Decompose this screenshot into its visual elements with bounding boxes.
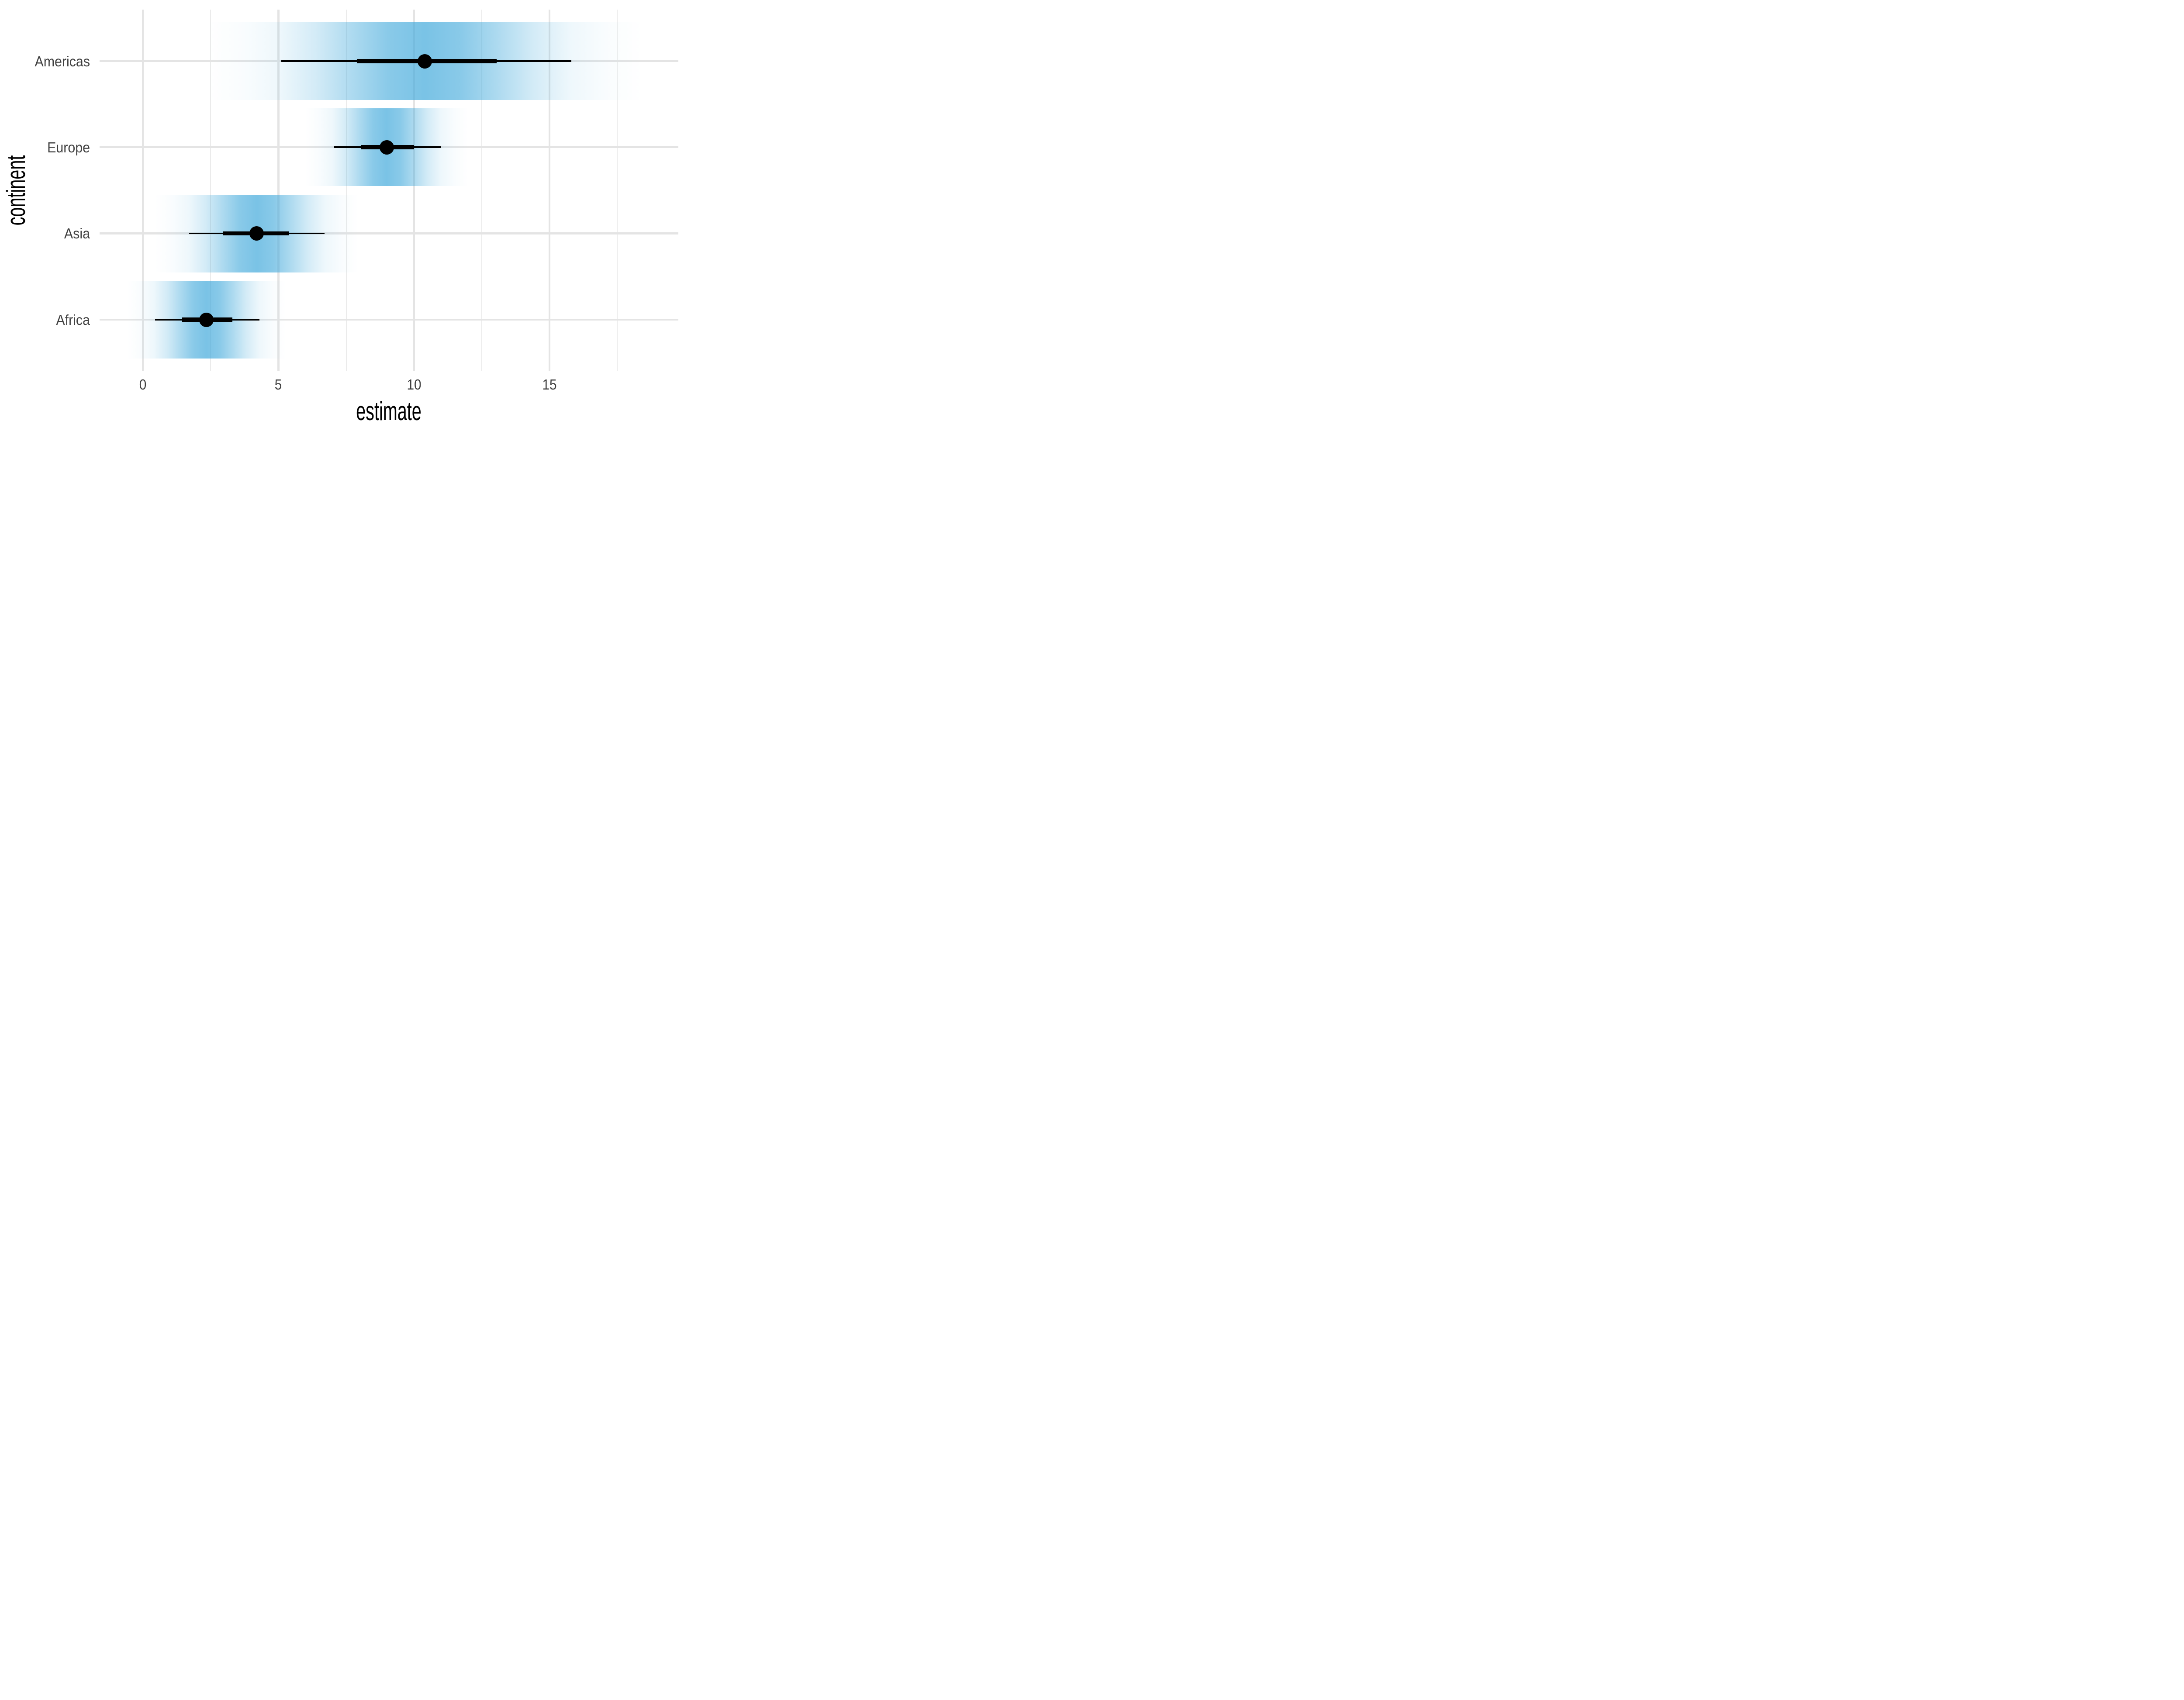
x-axis-tick-label-5: 5 [275,376,282,393]
y-axis-label-Africa: Africa [56,311,90,328]
gridline-minor-x17.5 [617,10,618,371]
point-estimate-Americas [418,54,432,69]
gridline-major-x5 [277,10,280,371]
y-axis-label-Asia: Asia [64,225,90,241]
gridline-major-x0 [142,10,144,371]
gridline-row-Africa [100,318,678,321]
x-axis-tick-label-0: 0 [139,376,147,393]
gradient-interval-chart: Americas Europe Asia Africa 0 5 10 15 continent… [0,0,688,425]
y-axis-title: continent [1,155,31,226]
gridline-major-x10 [413,10,415,371]
point-estimate-Europe [380,140,394,155]
gridline-row-Asia [100,232,678,234]
x-axis-tick-label-10: 10 [407,376,422,393]
y-axis-label-Europe: Europe [47,139,90,155]
y-axis-label-Americas: Americas [35,53,90,69]
gridline-minor-x2.5 [210,10,211,371]
gridline-minor-x7.5 [346,10,347,371]
plot-panel: Americas Europe Asia Africa 0 5 10 15 [0,0,688,425]
x-axis-title: estimate [356,397,422,425]
point-estimate-Asia [249,226,264,241]
gridline-major-x15 [549,10,551,371]
x-axis-tick-label-15: 15 [542,376,557,393]
gridline-minor-x12.5 [481,10,483,371]
point-estimate-Africa [199,312,214,327]
